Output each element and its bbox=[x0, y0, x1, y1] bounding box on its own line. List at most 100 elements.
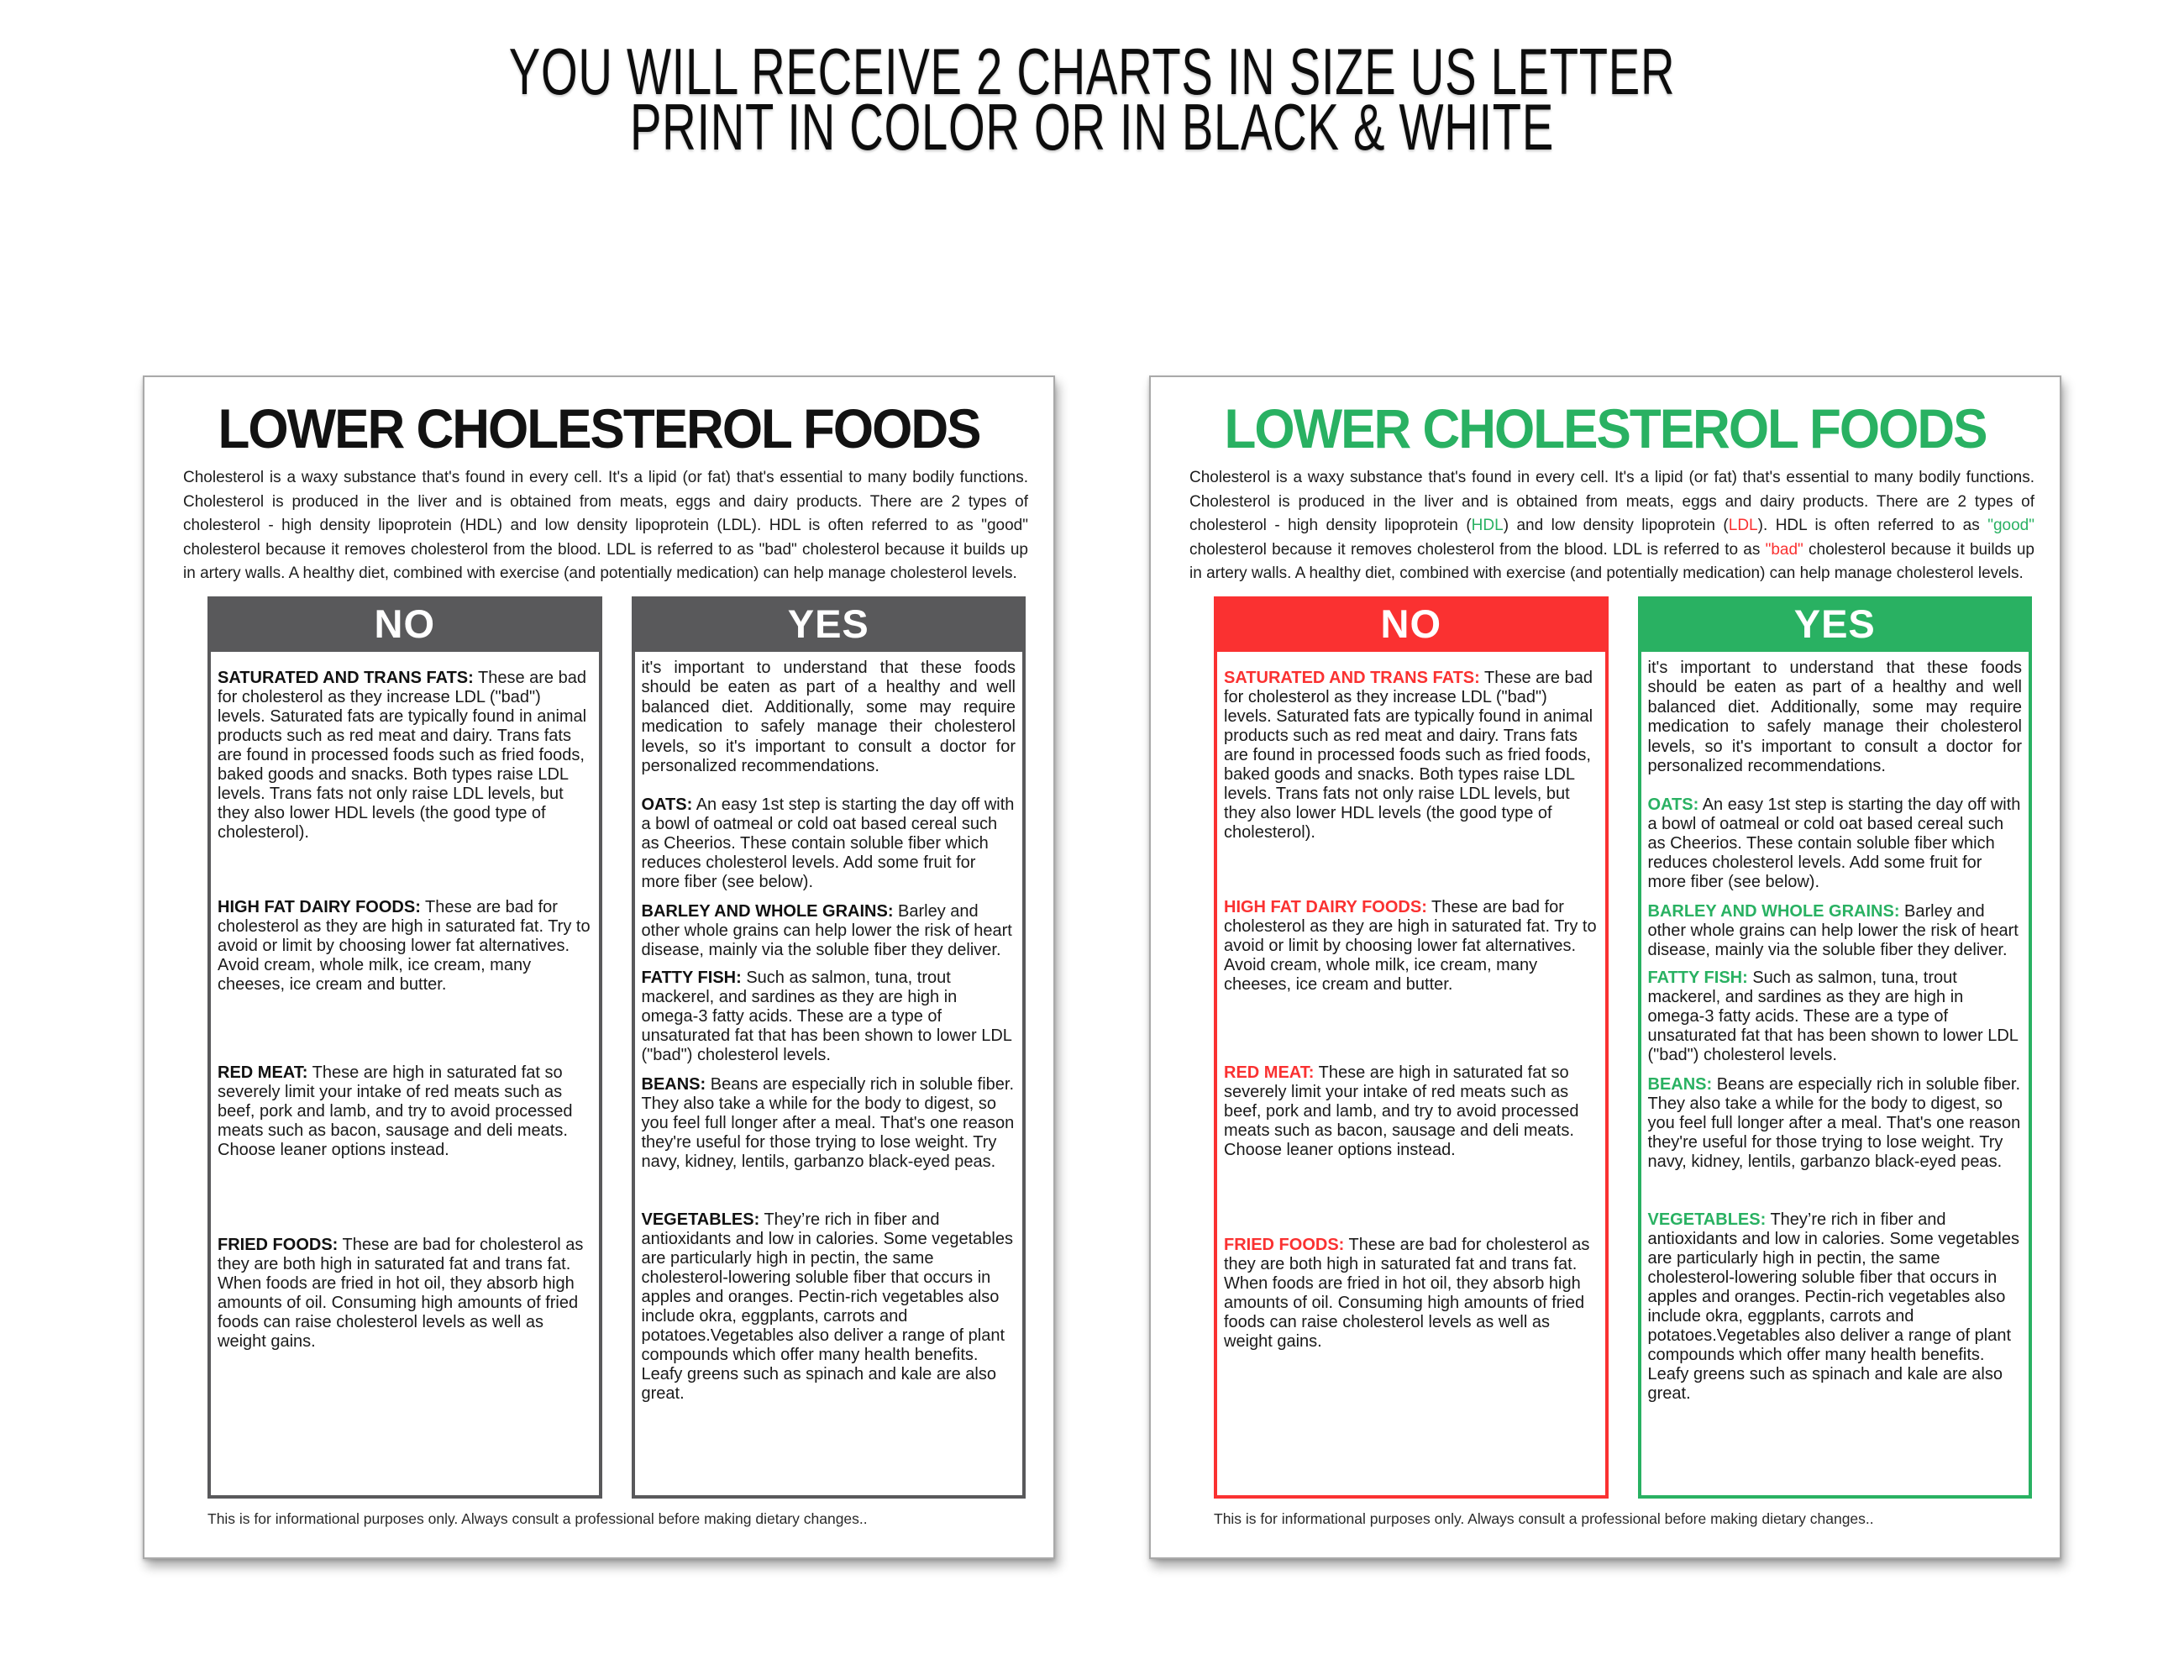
item-text: Such as salmon, tuna, trout mackerel, an… bbox=[641, 968, 1012, 1064]
list-item: VEGETABLES: They’re rich in fiber and an… bbox=[642, 1210, 1016, 1404]
columns: NO SATURATED AND TRANS FATS: These are b… bbox=[207, 596, 1026, 1499]
list-item: VEGETABLES: They’re rich in fiber and an… bbox=[1648, 1210, 2023, 1404]
intro-bad: "bad" bbox=[1765, 540, 1803, 559]
list-item: FRIED FOODS: These are bad for cholester… bbox=[218, 1236, 592, 1352]
list-item: SATURATED AND TRANS FATS: These are bad … bbox=[1224, 669, 1599, 843]
intro-ldl: LDL bbox=[722, 517, 752, 534]
item-keyword: VEGETABLES: bbox=[1647, 1210, 1767, 1229]
chart-color: LOWER CHOLESTEROL FOODS Cholesterol is a… bbox=[1149, 375, 2061, 1559]
list-item: FRIED FOODS: These are bad for cholester… bbox=[1224, 1236, 1599, 1352]
list-item: RED MEAT: These are high in saturated fa… bbox=[218, 1063, 592, 1160]
list-item: RED MEAT: These are high in saturated fa… bbox=[1224, 1063, 1599, 1160]
intro-text: cholesterol because it removes cholester… bbox=[183, 540, 759, 559]
intro-text: ). HDL is often referred to as bbox=[751, 517, 982, 534]
intro-text: Cholesterol is a waxy substance that's f… bbox=[183, 469, 1028, 534]
disclaimer: This is for informational purposes only.… bbox=[1214, 1509, 1874, 1527]
list-item: BEANS: Beans are especially rich in solu… bbox=[642, 1075, 1016, 1172]
no-column-panel: SATURATED AND TRANS FATS: These are bad … bbox=[1214, 651, 1609, 1499]
intro-text: ) and low density lipoprotein ( bbox=[496, 517, 722, 534]
list-item: FATTY FISH: Such as salmon, tuna, trout … bbox=[642, 969, 1016, 1065]
intro-text: cholesterol because it removes cholester… bbox=[1189, 540, 1766, 559]
yes-column-header: YES bbox=[631, 596, 1026, 652]
item-text: An easy 1st step is starting the day off… bbox=[1647, 795, 2021, 891]
yes-column-panel: it's important to understand that these … bbox=[1637, 651, 2032, 1499]
disclaimer: This is for informational purposes only.… bbox=[207, 1509, 868, 1527]
item-keyword: BARLEY AND WHOLE GRAINS: bbox=[641, 901, 894, 921]
chart-intro: Cholesterol is a waxy substance that's f… bbox=[183, 466, 1028, 586]
intro-text: cholesterol because it builds up in arte… bbox=[183, 540, 1028, 583]
yes-column: YES it's important to understand that th… bbox=[631, 596, 1026, 1499]
heading-line-2: PRINT IN COLOR OR IN BLACK & WHITE bbox=[629, 90, 1555, 164]
item-keyword: VEGETABLES: bbox=[641, 1210, 760, 1229]
item-keyword: HIGH FAT DAIRY FOODS: bbox=[1224, 897, 1427, 916]
item-keyword: FRIED FOODS: bbox=[1224, 1235, 1345, 1254]
chart-intro: Cholesterol is a waxy substance that's f… bbox=[1189, 466, 2034, 586]
list-item: SATURATED AND TRANS FATS: These are bad … bbox=[218, 669, 592, 843]
item-text: They’re rich in fiber and antioxidants a… bbox=[1647, 1210, 2019, 1403]
no-column-header: NO bbox=[1214, 596, 1609, 652]
list-item: HIGH FAT DAIRY FOODS: These are bad for … bbox=[218, 898, 592, 995]
item-keyword: HIGH FAT DAIRY FOODS: bbox=[218, 897, 421, 916]
chart-black-white: LOWER CHOLESTEROL FOODS Cholesterol is a… bbox=[143, 375, 1055, 1559]
list-item: BEANS: Beans are especially rich in solu… bbox=[1648, 1075, 2023, 1172]
item-text: These are high in saturated fat so sever… bbox=[218, 1063, 573, 1159]
yes-intro: it's important to understand that these … bbox=[1647, 658, 2023, 776]
chart-title: LOWER CHOLESTEROL FOODS bbox=[1224, 398, 1988, 460]
page-heading: YOU WILL RECEIVE 2 CHARTS IN SIZE US LET… bbox=[0, 34, 2184, 164]
item-keyword: BARLEY AND WHOLE GRAINS: bbox=[1647, 901, 1900, 921]
item-text: An easy 1st step is starting the day off… bbox=[641, 795, 1015, 891]
intro-ldl: LDL bbox=[1728, 517, 1758, 534]
item-keyword: SATURATED AND TRANS FATS: bbox=[218, 668, 474, 687]
intro-good: "good" bbox=[1987, 517, 2034, 534]
list-item: FATTY FISH: Such as salmon, tuna, trout … bbox=[1648, 969, 2023, 1065]
item-text: These are bad for cholesterol as they in… bbox=[218, 668, 587, 842]
list-item: BARLEY AND WHOLE GRAINS: Barley and othe… bbox=[642, 902, 1016, 960]
list-item: HIGH FAT DAIRY FOODS: These are bad for … bbox=[1224, 898, 1599, 995]
list-item: OATS: An easy 1st step is starting the d… bbox=[1648, 795, 2023, 892]
item-text: These are bad for cholesterol as they ar… bbox=[218, 897, 591, 994]
item-text: Barley and other whole grains can help l… bbox=[641, 901, 1012, 959]
item-text: These are high in saturated fat so sever… bbox=[1224, 1063, 1579, 1159]
item-text: Barley and other whole grains can help l… bbox=[1647, 901, 2019, 959]
item-keyword: BEANS: bbox=[1647, 1074, 1713, 1094]
item-keyword: FRIED FOODS: bbox=[218, 1235, 339, 1254]
item-keyword: SATURATED AND TRANS FATS: bbox=[1224, 668, 1480, 687]
heading-line-1: YOU WILL RECEIVE 2 CHARTS IN SIZE US LET… bbox=[508, 34, 1676, 108]
item-text: These are bad for cholesterol as they ar… bbox=[1224, 897, 1597, 994]
item-text: These are bad for cholesterol as they in… bbox=[1224, 668, 1593, 842]
yes-column-panel: it's important to understand that these … bbox=[631, 651, 1026, 1499]
chart-title: LOWER CHOLESTEROL FOODS bbox=[218, 398, 982, 460]
item-keyword: RED MEAT: bbox=[218, 1063, 308, 1082]
intro-text: Cholesterol is a waxy substance that's f… bbox=[1189, 469, 2034, 534]
intro-text: ). HDL is often referred to as bbox=[1757, 517, 1988, 534]
list-item: BARLEY AND WHOLE GRAINS: Barley and othe… bbox=[1648, 902, 2023, 960]
intro-text: ) and low density lipoprotein ( bbox=[1503, 517, 1729, 534]
intro-hdl: HDL bbox=[1471, 517, 1504, 534]
yes-column-header: YES bbox=[1637, 596, 2032, 652]
item-keyword: OATS: bbox=[641, 795, 693, 814]
item-text: These are bad for cholesterol as they ar… bbox=[218, 1235, 584, 1351]
yes-intro: it's important to understand that these … bbox=[641, 658, 1016, 776]
columns: NO SATURATED AND TRANS FATS: These are b… bbox=[1214, 596, 2032, 1499]
item-keyword: BEANS: bbox=[641, 1074, 706, 1094]
no-column-panel: SATURATED AND TRANS FATS: These are bad … bbox=[207, 651, 602, 1499]
item-text: Beans are especially rich in soluble fib… bbox=[1647, 1074, 2021, 1171]
item-keyword: FATTY FISH: bbox=[641, 968, 742, 987]
item-keyword: OATS: bbox=[1647, 795, 1699, 814]
item-text: Such as salmon, tuna, trout mackerel, an… bbox=[1647, 968, 2019, 1064]
no-column: NO SATURATED AND TRANS FATS: These are b… bbox=[1214, 596, 1609, 1499]
intro-hdl: HDL bbox=[465, 517, 497, 534]
list-item: OATS: An easy 1st step is starting the d… bbox=[642, 795, 1016, 892]
item-text: Beans are especially rich in soluble fib… bbox=[641, 1074, 1015, 1171]
item-text: These are bad for cholesterol as they ar… bbox=[1224, 1235, 1590, 1351]
intro-good: "good" bbox=[981, 517, 1028, 534]
item-text: They’re rich in fiber and antioxidants a… bbox=[641, 1210, 1013, 1403]
yes-column: YES it's important to understand that th… bbox=[1637, 596, 2032, 1499]
intro-text: cholesterol because it builds up in arte… bbox=[1189, 540, 2034, 583]
intro-bad: "bad" bbox=[759, 540, 797, 559]
no-column: NO SATURATED AND TRANS FATS: These are b… bbox=[207, 596, 602, 1499]
item-keyword: RED MEAT: bbox=[1224, 1063, 1315, 1082]
item-keyword: FATTY FISH: bbox=[1647, 968, 1748, 987]
no-column-header: NO bbox=[207, 596, 602, 652]
